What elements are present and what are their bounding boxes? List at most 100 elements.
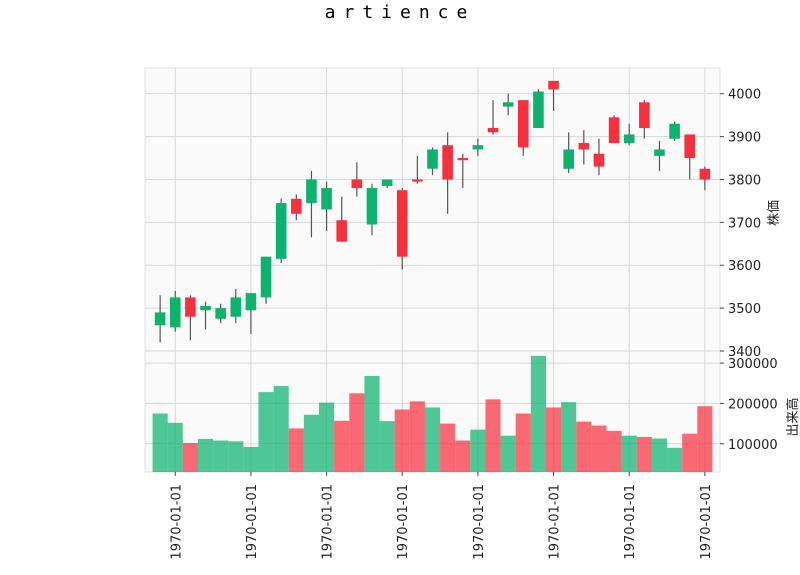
- volume-bar-down: [455, 440, 471, 472]
- candle-body-up: [215, 308, 226, 319]
- volume-bar-up: [197, 438, 214, 472]
- volume-bars: [152, 355, 713, 472]
- candle-body-up: [169, 297, 181, 328]
- x-tick-label: 1970-01-01: [321, 484, 336, 560]
- volume-bar-up: [213, 440, 229, 472]
- candle-body-up: [321, 188, 332, 210]
- volume-bar-up: [364, 375, 380, 472]
- volume-tick-label: 200000: [728, 397, 778, 412]
- volume-bar-up: [303, 414, 320, 472]
- volume-tick-label: 300000: [728, 357, 778, 372]
- candle-body-up: [669, 123, 680, 139]
- axis-ticks: 3400 3500 3600 3700 3800 3900 4000 100000 200000…: [169, 88, 777, 560]
- volume-bar-down: [440, 423, 456, 472]
- candle-body-up: [260, 256, 272, 298]
- candle-body-down: [684, 134, 696, 159]
- volume-bar-up: [258, 392, 274, 472]
- volume-bar-up: [667, 447, 683, 472]
- x-tick-label: 1970-01-01: [396, 484, 411, 560]
- volume-bar-up: [273, 386, 289, 472]
- candle-body-down: [291, 198, 302, 214]
- x-tick-label: 1970-01-01: [169, 484, 184, 560]
- candle-body-up: [533, 91, 544, 129]
- price-tick-label: 4000: [728, 88, 761, 103]
- price-tick-label: 3600: [728, 259, 761, 274]
- volume-bar-up: [152, 413, 168, 472]
- price-axis-label: 株価: [767, 200, 782, 226]
- volume-bar-down: [349, 393, 365, 472]
- candle-body-down: [699, 168, 711, 180]
- candle-body-down: [548, 80, 559, 90]
- candle-body-down: [442, 145, 453, 180]
- volume-bar-up: [561, 402, 577, 472]
- candle-body-up: [502, 102, 514, 107]
- volume-bar-down: [636, 436, 652, 472]
- price-tick-label: 3900: [728, 131, 761, 146]
- candle-body-down: [639, 102, 650, 129]
- price-tick-label: 3700: [728, 216, 761, 231]
- chart-title: artience: [325, 2, 476, 23]
- volume-bar-down: [682, 433, 698, 472]
- volume-bar-down: [334, 420, 350, 472]
- candle-body-up: [245, 293, 257, 311]
- candle-body-up: [200, 305, 211, 311]
- x-tick-label: 1970-01-01: [472, 484, 487, 560]
- candle-body-down: [457, 158, 469, 161]
- candle-body-down: [487, 128, 499, 133]
- volume-axis-label: 出来高: [785, 397, 800, 436]
- candle-body-up: [230, 297, 242, 317]
- candle-body-up: [563, 149, 574, 169]
- volume-bar-up: [243, 446, 259, 472]
- volume-bar-up: [530, 355, 546, 472]
- volume-bar-down: [515, 413, 531, 472]
- volume-bar-down: [545, 407, 562, 472]
- candle-body-down: [396, 190, 408, 257]
- volume-bar-down: [606, 430, 622, 472]
- volume-bar-up: [319, 402, 335, 472]
- volume-bar-down: [182, 442, 198, 472]
- x-tick-label: 1970-01-01: [245, 484, 260, 560]
- candle-body-down: [185, 297, 196, 317]
- candle-body-up: [275, 203, 287, 259]
- candle-body-down: [517, 100, 529, 148]
- x-tick-label: 1970-01-01: [623, 484, 638, 560]
- volume-bar-up: [621, 435, 637, 472]
- volume-bar-up: [424, 407, 441, 472]
- volume-bar-down: [591, 425, 607, 472]
- candle-body-up: [381, 179, 393, 186]
- volume-bar-down: [485, 399, 501, 472]
- candle-body-up: [654, 149, 665, 156]
- candle-body-up: [306, 179, 317, 204]
- candle-body-down: [593, 153, 605, 167]
- volume-bar-up: [228, 441, 244, 472]
- volume-bar-up: [500, 435, 516, 472]
- grid-layer: [145, 68, 720, 472]
- volume-bar-up: [379, 421, 395, 472]
- price-tick-label: 3500: [728, 302, 761, 317]
- candle-body-up: [427, 149, 438, 169]
- volume-tick-label: 100000: [728, 438, 778, 453]
- volume-bar-down: [576, 421, 592, 472]
- volume-bar-up: [470, 429, 486, 472]
- price-tick-label: 3400: [728, 345, 761, 360]
- candle-body-down: [351, 179, 363, 189]
- x-tick-label: 1970-01-01: [699, 484, 714, 560]
- candle-body-up: [472, 145, 484, 150]
- volume-bar-up: [651, 438, 668, 472]
- volume-bar-down: [697, 406, 713, 472]
- candle-body-up: [366, 188, 378, 225]
- volume-bar-up: [167, 422, 183, 472]
- candle-body-down: [412, 179, 423, 182]
- volume-bar-down: [409, 401, 425, 472]
- candle-body-down: [578, 143, 590, 150]
- candle-body-down: [608, 117, 620, 144]
- candle-body-up: [154, 312, 166, 326]
- volume-bar-down: [394, 409, 410, 472]
- candle-body-down: [336, 220, 348, 242]
- price-candles: [154, 80, 711, 343]
- volume-bar-down: [288, 428, 304, 472]
- candle-body-up: [623, 134, 635, 144]
- price-tick-label: 3800: [728, 173, 761, 188]
- x-tick-label: 1970-01-01: [548, 484, 563, 560]
